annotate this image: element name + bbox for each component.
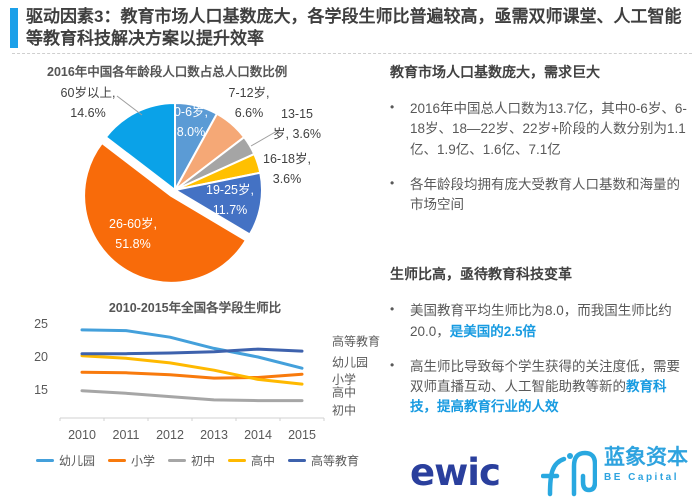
y-tick-label: 15 bbox=[34, 383, 48, 397]
bullet-text: 各年龄段均拥有庞大受教育人口基数和海量的市场空间 bbox=[410, 176, 680, 212]
legend-item-3: 初中 bbox=[167, 452, 215, 469]
legend-label: 小学 bbox=[130, 454, 155, 468]
x-tick-label: 2012 bbox=[156, 428, 184, 442]
pie-chart: 0-6岁, 8.0% 7-12岁, 6.6% 13-15 岁, 3.6% 16-18岁, 3.… bbox=[0, 55, 390, 300]
elephant-icon bbox=[541, 450, 597, 497]
be-capital-cn: 蓝象资本 bbox=[604, 446, 688, 469]
legend-swatch bbox=[228, 459, 246, 462]
bullet-dot: • bbox=[390, 175, 395, 190]
line-chart-svg bbox=[59, 328, 325, 421]
x-tick-label: 2015 bbox=[288, 428, 316, 442]
bullet-dot: • bbox=[390, 302, 395, 317]
series-end-label-1: 幼儿园 bbox=[332, 355, 369, 370]
x-tick-label: 2013 bbox=[200, 428, 228, 442]
pie-label-3: 13-15 岁, 3.6% bbox=[273, 107, 321, 141]
x-axis-labels: 2010 2011 2012 2013 2014 2015 bbox=[0, 428, 390, 446]
pie-label-7: 60岁以上, 14.6% bbox=[60, 86, 116, 120]
bullet-item: • 各年龄段均拥有庞大受教育人口基数和海量的市场空间 bbox=[390, 175, 692, 216]
pie-chart-svg bbox=[83, 95, 278, 284]
pie-slice-5 bbox=[172, 171, 263, 236]
line-series-4 bbox=[80, 354, 304, 386]
line-chart: 15 20 25 幼儿园小学初中 高中 高等教育 bbox=[0, 300, 390, 435]
pie-label-4: 16-18岁, 3.6% bbox=[263, 152, 311, 186]
legend-item-1: 幼儿园 bbox=[35, 452, 95, 469]
pie-slice-6 bbox=[83, 141, 248, 284]
legend-label: 初中 bbox=[190, 454, 215, 468]
bullet-item: • 高生师比导致每个学生获得的关注度低，需要双师直播互动、人工智能助教等新的教育… bbox=[390, 357, 692, 418]
right-panel: 教育市场人口基数庞大，需求巨大 • 2016年中国总人口数为13.7亿，其中0-… bbox=[390, 62, 692, 418]
section2-heading: 生师比高，亟待教育科技变革 bbox=[390, 266, 572, 283]
ewic-logo: ewic bbox=[410, 451, 501, 494]
y-tick-label: 25 bbox=[34, 317, 48, 331]
pie-label-1: 0-6岁, 8.0% bbox=[173, 105, 209, 139]
page-title: 驱动因素3：教育市场人口基数庞大，各学段生师比普遍较高，亟需双师课堂、人工智能等… bbox=[26, 7, 682, 49]
line-series-2 bbox=[80, 370, 304, 380]
legend-swatch bbox=[35, 459, 54, 462]
series-end-label-5: 高等教育 bbox=[332, 334, 381, 349]
bullet-item: • 美国教育平均生师比为8.0，而我国生师比约20.0，是美国的2.5倍 bbox=[390, 301, 692, 342]
be-capital-en: BE Capital bbox=[604, 472, 680, 484]
section2-bullets: • 美国教育平均生师比为8.0，而我国生师比约20.0，是美国的2.5倍 • 高… bbox=[390, 301, 692, 417]
legend-swatch bbox=[288, 459, 307, 462]
x-tick-label: 2014 bbox=[244, 428, 272, 442]
pie-label-5: 19-25岁, 11.7% bbox=[206, 183, 254, 217]
legend-swatch bbox=[107, 459, 126, 462]
pie-slice-7 bbox=[104, 101, 176, 193]
bullet-text: 美国教育平均生师比为8.0，而我国生师比约20.0，是美国的2.5倍 bbox=[410, 303, 672, 339]
line-series-5 bbox=[80, 347, 304, 356]
section1-bullets: • 2016年中国总人口数为13.7亿，其中0-6岁、6-18岁、18—22岁、… bbox=[390, 99, 692, 215]
series-end-label-3: 初中 bbox=[332, 403, 357, 418]
placeholder-dashed-border bbox=[12, 53, 692, 54]
bullet-text: 2016年中国总人口数为13.7亿，其中0-6岁、6-18岁、18—22岁、22… bbox=[410, 101, 687, 157]
pie-label-6: 26-60岁, 51.8% bbox=[109, 217, 157, 251]
series-end-label-2: 小学 bbox=[332, 372, 357, 387]
legend-item-4: 高中 bbox=[228, 452, 275, 469]
line-series-1 bbox=[80, 328, 304, 370]
pie-leader-line bbox=[250, 130, 278, 147]
bullet-dot: • bbox=[390, 357, 395, 372]
x-axis-line bbox=[59, 417, 325, 421]
bullet-dot: • bbox=[390, 100, 395, 114]
be-capital-text: 蓝象资本 BE Capital bbox=[604, 446, 688, 483]
legend-item-2: 小学 bbox=[107, 452, 155, 469]
pie-chart-title: 2016年中国各年龄段人口数占总人口数比例 bbox=[47, 65, 288, 79]
title-accent-bar bbox=[10, 8, 18, 48]
bullet-item: • 2016年中国总人口数为13.7亿，其中0-6岁、6-18岁、18—22岁、… bbox=[390, 99, 692, 160]
bullet-text: 高生师比导致每个学生获得的关注度低，需要双师直播互动、人工智能助教等新的教育科技… bbox=[410, 358, 680, 415]
y-tick-label: 20 bbox=[34, 350, 48, 364]
pie-label-2: 7-12岁, 6.6% bbox=[228, 86, 270, 120]
legend-label: 高中 bbox=[251, 454, 276, 468]
pie-leader-line bbox=[116, 95, 143, 116]
line-chart-title: 2010-2015年全国各学段生师比 bbox=[108, 301, 282, 315]
be-capital-logo: 蓝象资本 BE Capital bbox=[541, 446, 688, 498]
section1-heading: 教育市场人口基数庞大，需求巨大 bbox=[390, 64, 600, 80]
series-end-label-4: 高中 bbox=[332, 385, 357, 400]
legend-swatch bbox=[167, 459, 186, 462]
line-series-3 bbox=[80, 389, 304, 403]
legend-item-5: 高等教育 bbox=[288, 452, 359, 469]
chart-legend: 幼儿园 小学 初中 高中 高等教育 bbox=[20, 452, 375, 469]
x-tick-label: 2011 bbox=[112, 428, 140, 442]
legend-label: 高等教育 bbox=[311, 454, 360, 468]
legend-label: 幼儿园 bbox=[58, 454, 95, 468]
x-tick-label: 2010 bbox=[68, 428, 96, 442]
